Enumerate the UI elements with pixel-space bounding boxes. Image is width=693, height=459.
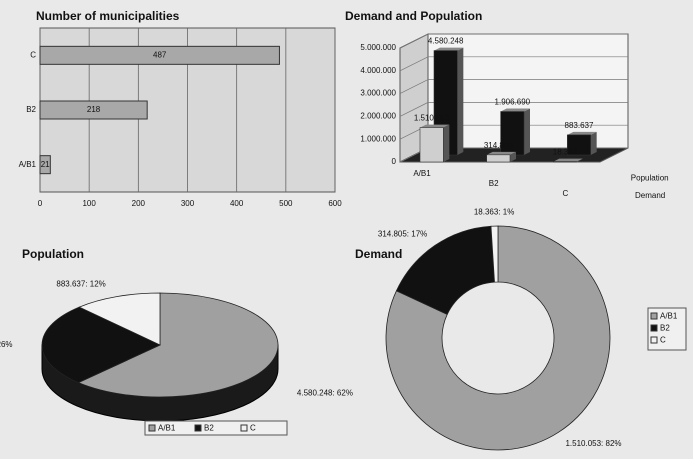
chart-title: Demand and Population: [345, 9, 482, 23]
legend-label: C: [250, 424, 256, 433]
pie-slice: [41, 306, 161, 384]
y-tick-label: 2.000.000: [360, 112, 396, 121]
x-tick-label: 400: [230, 199, 244, 208]
legend-box: [144, 420, 288, 436]
legend-swatch: [194, 424, 202, 432]
y-tick-label: 4.000.000: [360, 66, 396, 75]
grid-line: [399, 56, 628, 72]
y-tick-label: B2: [26, 105, 36, 114]
legend-swatch: [650, 336, 658, 344]
y-tick-label: 0: [392, 157, 397, 166]
slice-label: 1.906.690: 26%: [0, 340, 13, 349]
x-tick-label: 0: [38, 199, 43, 208]
bar: [39, 155, 51, 175]
chart-title: Demand: [355, 247, 402, 261]
bar-value-label: 4.580.248: [428, 37, 464, 46]
y-tick-label: 1.000.000: [360, 134, 396, 143]
pie-slice: [78, 292, 161, 346]
y-tick-label: C: [30, 50, 36, 59]
bar: [567, 134, 591, 156]
pie-slice: [77, 292, 279, 398]
x-tick-label: 600: [328, 199, 342, 208]
slice-label: 1.510.053: 82%: [565, 439, 621, 448]
y-tick-label: A/B1: [19, 160, 37, 169]
bar: [39, 100, 148, 120]
bar-side: [510, 151, 516, 162]
x-tick-label: 500: [279, 199, 293, 208]
bar-top: [434, 47, 464, 51]
grid-line: [399, 33, 628, 49]
legend-label: C: [660, 336, 666, 345]
pie-slice: [385, 225, 611, 451]
series-label: Population: [631, 174, 669, 183]
bar-value-label: 487: [153, 50, 167, 59]
bar-value-label: 1.510.053: [414, 114, 450, 123]
slice-label: 4.580.248: 62%: [297, 388, 353, 397]
x-tick-label: A/B1: [413, 169, 431, 178]
x-tick-label: 100: [82, 199, 96, 208]
bar-value-label: 21: [41, 160, 50, 169]
series-label: Demand: [635, 191, 665, 200]
legend-label: B2: [204, 424, 214, 433]
chart-title: Number of municipalities: [36, 9, 180, 23]
legend-label: A/B1: [158, 424, 176, 433]
bar-side: [590, 131, 597, 155]
bar-value-label: 18.363: [553, 148, 578, 157]
legend-swatch: [650, 324, 658, 332]
pie-slice: [490, 225, 499, 283]
grid-line: [399, 102, 628, 117]
x-tick-label: B2: [489, 179, 499, 188]
legend-label: B2: [660, 324, 670, 333]
bar-side: [443, 124, 450, 162]
slice-label: 314.805: 17%: [378, 230, 427, 239]
bar-value-label: 218: [87, 105, 101, 114]
bar-side: [576, 158, 583, 162]
x-tick-label: 300: [181, 199, 195, 208]
bar-side: [524, 108, 530, 155]
chart-title: Population: [22, 247, 84, 261]
grid-line: [399, 79, 628, 94]
legend-swatch: [240, 424, 248, 432]
bar-top: [420, 124, 450, 128]
legend-swatch: [650, 312, 658, 320]
legend-swatch: [148, 424, 156, 432]
y-tick-label: 3.000.000: [360, 89, 396, 98]
y-tick-label: 5.000.000: [360, 43, 396, 52]
bar-top: [567, 131, 597, 135]
bar-top: [500, 108, 530, 112]
bar-top: [553, 158, 583, 162]
bar-value-label: 314.805: [484, 141, 513, 150]
bar: [39, 45, 280, 65]
bar-top: [486, 151, 516, 155]
bar-value-label: 1.906.690: [495, 98, 531, 107]
bar-value-label: 883.637: [565, 121, 594, 130]
slice-label: 18.363: 1%: [474, 208, 514, 217]
legend-label: A/B1: [660, 312, 678, 321]
slice-label: 883.637: 12%: [56, 280, 105, 289]
x-tick-label: C: [562, 189, 568, 198]
bar: [419, 127, 444, 163]
bar-side: [457, 47, 464, 156]
bar: [486, 154, 511, 163]
x-tick-label: 200: [132, 199, 146, 208]
